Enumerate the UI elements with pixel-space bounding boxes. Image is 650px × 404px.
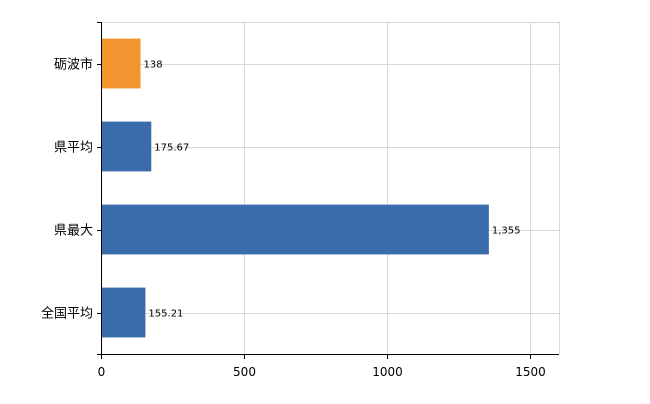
x-tick-label: 1000 — [372, 365, 403, 379]
category-label: 県平均 — [54, 141, 93, 156]
axes — [97, 22, 559, 359]
x-tick-label: 1500 — [515, 365, 546, 379]
category-label: 砺波市 — [54, 57, 93, 73]
data-label: 175.67 — [154, 143, 189, 154]
bars — [101, 38, 489, 338]
gridlines — [101, 22, 560, 354]
x-tick-label: 0 — [98, 365, 106, 379]
category-label: 全国平均 — [41, 306, 93, 322]
data-label: 155.21 — [148, 309, 183, 320]
category-label: 県最大 — [54, 224, 93, 239]
bar — [101, 121, 152, 172]
data-label: 1,355 — [492, 226, 521, 237]
labels: 138 砺波市 175.67 県平均 1,355 県最大 155.21 全国平均 0 500 100… — [41, 57, 546, 380]
bar — [101, 287, 146, 338]
x-tick-label: 500 — [233, 365, 256, 379]
data-label: 138 — [144, 60, 163, 71]
bar — [101, 204, 489, 255]
bar — [101, 38, 141, 89]
